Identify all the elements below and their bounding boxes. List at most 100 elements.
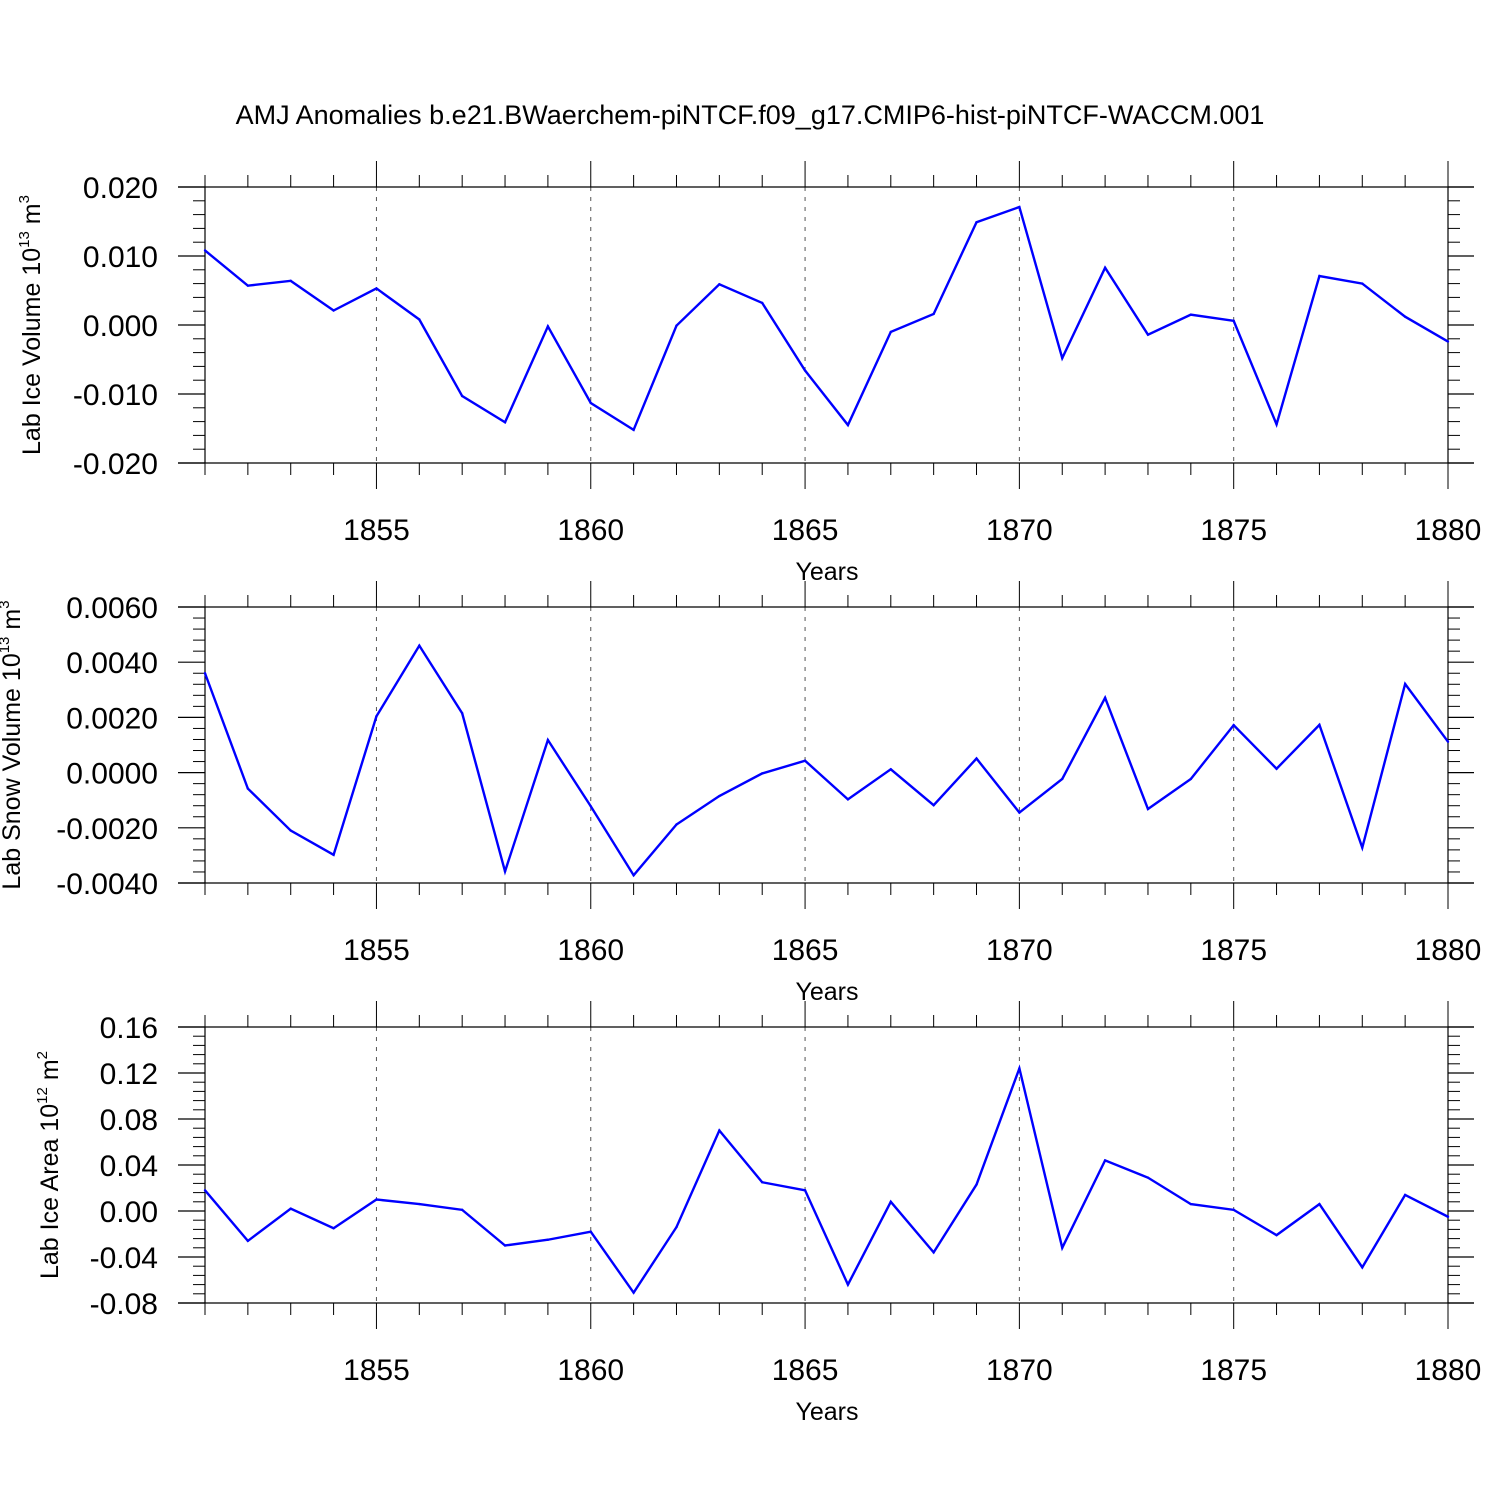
- data-point: [932, 312, 935, 316]
- data-point: [803, 1189, 807, 1192]
- series-line: [204, 205, 1449, 432]
- x-tick-label: 1855: [343, 514, 410, 547]
- x-tick-label: 1865: [772, 1354, 839, 1387]
- data-point: [375, 287, 378, 290]
- x-tick-label: 1860: [557, 934, 624, 967]
- data-point: [289, 279, 292, 283]
- data-point: [718, 1129, 721, 1132]
- panel-2: 0.0060 0.0040 0.0020 0.0000 -0.0020 -0.0040 18…: [0, 581, 1481, 1006]
- y-tick-label: 0.010: [83, 241, 158, 274]
- data-point: [418, 1202, 421, 1206]
- data-point: [1403, 682, 1407, 686]
- x-tick-label: 1880: [1415, 934, 1482, 967]
- y-axis-title-exponent: 12: [34, 1087, 51, 1104]
- data-point: [1403, 1193, 1407, 1197]
- data-point: [203, 1189, 207, 1192]
- data-point: [889, 330, 892, 334]
- y-axis-title-unit: m: [36, 1059, 64, 1080]
- data-point: [289, 829, 292, 832]
- data-point: [675, 823, 678, 826]
- series-line: [203, 643, 1449, 878]
- y-axis-title-text: Lab Ice Area 10: [36, 1104, 64, 1279]
- y-tick-label: 0.0020: [66, 702, 158, 735]
- y-tick-label: 0.0000: [66, 758, 158, 791]
- x-tick-label: 1855: [343, 934, 410, 967]
- data-point: [546, 738, 550, 742]
- x-tick-label: 1880: [1415, 514, 1482, 547]
- x-tick-label: 1855: [343, 1354, 410, 1387]
- data-point: [332, 309, 335, 312]
- x-tick-label: 1875: [1200, 514, 1267, 547]
- x-tick-label: 1865: [772, 514, 839, 547]
- data-point: [1318, 1202, 1321, 1206]
- x-tick-label: 1860: [557, 514, 624, 547]
- data-point: [246, 284, 250, 287]
- y-tick-label: 0.000: [83, 310, 158, 343]
- data-point: [418, 644, 421, 647]
- data-point: [1318, 723, 1321, 727]
- y-axis-title-text: Lab Ice Volume 10: [18, 248, 46, 455]
- data-point: [846, 1283, 850, 1286]
- data-point: [1018, 811, 1021, 814]
- data-point: [1361, 1266, 1364, 1269]
- y-tick-label: -0.0040: [56, 868, 158, 901]
- data-point: [932, 803, 935, 807]
- chart-title: AMJ Anomalies b.e21.BWaerchem-piNTCF.f09…: [236, 100, 1265, 130]
- data-point: [1403, 315, 1407, 318]
- data-point: [846, 798, 850, 801]
- y-tick-label: -0.08: [90, 1288, 158, 1321]
- data-point: [1446, 340, 1450, 343]
- panel-1: 0.020 0.010 0.000 -0.010 -0.020 1855 1860 1865 1…: [16, 161, 1481, 586]
- data-point: [1061, 777, 1064, 781]
- panel-3: 0.16 0.12 0.08 0.04 0.00 -0.04 -0.08 1855 1860 18…: [34, 1001, 1481, 1426]
- y-axis-title-exponent: 13: [16, 231, 33, 248]
- data-point: [1232, 319, 1235, 323]
- y-tick-label: -0.020: [73, 448, 158, 481]
- data-point: [718, 283, 721, 286]
- data-point: [1275, 767, 1278, 770]
- y-axis-title-unit: m: [0, 609, 26, 630]
- data-point: [1061, 1246, 1064, 1250]
- data-point: [803, 369, 807, 372]
- data-point: [975, 1183, 978, 1186]
- x-tick-label: 1880: [1415, 1354, 1482, 1387]
- y-axis-title-exponent: 13: [0, 637, 13, 654]
- data-point: [460, 394, 464, 398]
- data-point: [503, 421, 507, 424]
- data-point: [1232, 1208, 1235, 1212]
- data-point: [332, 853, 335, 857]
- y-tick-label: 0.08: [100, 1104, 158, 1137]
- x-tick-label: 1860: [557, 1354, 624, 1387]
- x-tick-label: 1870: [986, 934, 1053, 967]
- data-point: [1018, 1067, 1021, 1070]
- data-point: [1318, 274, 1321, 278]
- data-point: [1146, 333, 1150, 336]
- data-point: [246, 787, 250, 790]
- y-tick-label: 0.020: [83, 172, 158, 205]
- data-point: [632, 874, 635, 877]
- data-point: [761, 772, 764, 775]
- y-axis-title-text: Lab Snow Volume 10: [0, 653, 26, 889]
- data-point: [1361, 846, 1364, 849]
- y-tick-label: 0.12: [100, 1058, 158, 1091]
- x-axis-title: Years: [795, 1398, 858, 1426]
- data-point: [846, 423, 850, 427]
- y-axis-title-unit-exponent: 3: [16, 195, 33, 203]
- data-point: [761, 1181, 764, 1184]
- x-tick-label: 1870: [986, 1354, 1053, 1387]
- data-point: [632, 428, 635, 432]
- x-tick-label: 1875: [1200, 1354, 1267, 1387]
- data-point: [1189, 313, 1193, 316]
- data-point: [675, 1225, 678, 1229]
- data-point: [1446, 1215, 1450, 1218]
- data-point: [503, 870, 507, 873]
- y-tick-label: -0.0020: [56, 813, 158, 846]
- data-point: [975, 220, 978, 224]
- data-point: [1232, 723, 1235, 727]
- y-tick-label: 0.16: [100, 1012, 158, 1045]
- y-axis-title: Lab Snow Volume 1013 m3: [0, 600, 26, 889]
- data-point: [889, 768, 892, 771]
- data-point: [803, 759, 807, 762]
- data-point: [1275, 1233, 1278, 1237]
